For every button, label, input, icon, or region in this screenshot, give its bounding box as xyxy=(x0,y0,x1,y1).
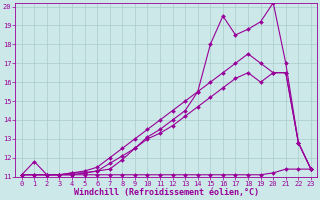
X-axis label: Windchill (Refroidissement éolien,°C): Windchill (Refroidissement éolien,°C) xyxy=(74,188,259,197)
